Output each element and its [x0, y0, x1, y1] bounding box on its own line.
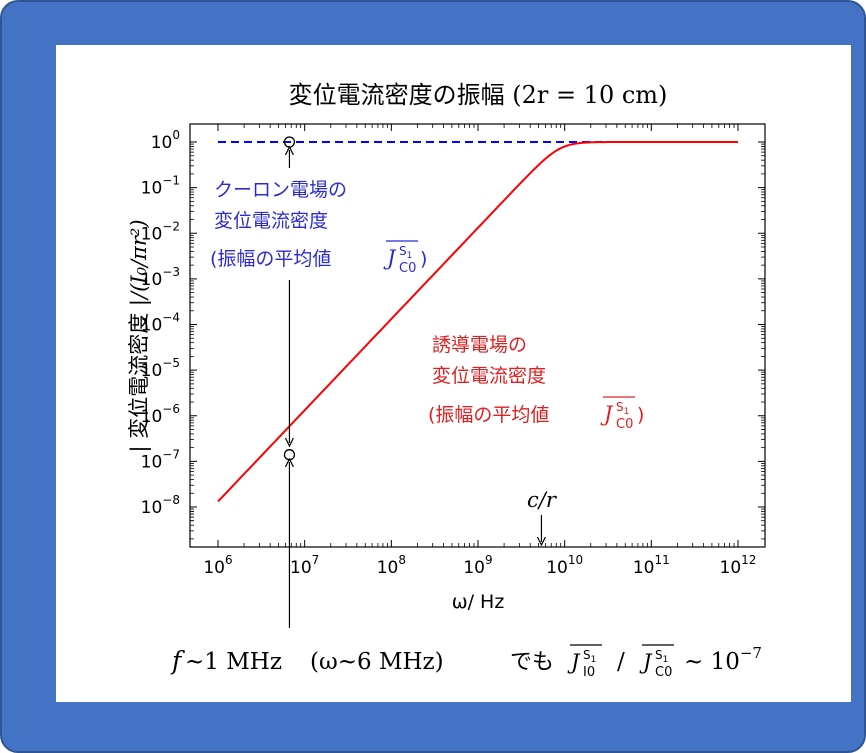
- y-tick-label: 10−5: [141, 356, 180, 381]
- induced-label-line3: (振幅の平均値: [428, 404, 549, 426]
- x-tick-label: 1012: [720, 553, 757, 578]
- x-tick-label: 108: [377, 553, 406, 578]
- y-axis-label: | 変位電流密度 |/(I₀/πr²): [127, 219, 152, 452]
- induced-label-line2: 変位電流密度: [432, 365, 546, 387]
- bottom-symbol-induced-main: J: [567, 650, 581, 674]
- bottom-symbol-induced-sub: I0: [583, 665, 595, 680]
- series-induced-curve: [217, 141, 738, 503]
- y-tick-label: 100: [151, 128, 180, 153]
- coulomb-label-close: ): [420, 248, 427, 270]
- bottom-symbol-induced-sup: S1: [583, 648, 596, 665]
- chart-title: 変位電流密度の振幅 (2r = 10 cm): [289, 81, 668, 109]
- induced-label-close: ): [637, 404, 644, 426]
- induced-symbol-sub: C0: [616, 417, 633, 432]
- x-tick-label: 1010: [546, 553, 583, 578]
- cr-label: c/r: [527, 488, 558, 512]
- induced-label-line1: 誘導電場の: [432, 334, 527, 356]
- bottom-slash: /: [617, 649, 625, 675]
- y-tick-label: 10−1: [141, 174, 180, 199]
- x-axis-label: ω/ Hz: [452, 591, 505, 613]
- bottom-symbol-coulomb-main: J: [639, 650, 653, 674]
- bottom-freq-text: ~1 MHz: [185, 649, 282, 675]
- marker-circle-bottom: [283, 449, 296, 461]
- y-tick-label: 10−4: [141, 311, 180, 336]
- y-tick-label: 10−8: [141, 493, 180, 518]
- coulomb-symbol-sup: S1: [399, 244, 412, 261]
- induced-symbol-sup: S1: [616, 400, 629, 417]
- bottom-omega-text: (ω~6 MHz): [310, 649, 444, 675]
- coulomb-symbol-sub: C0: [399, 261, 416, 276]
- bottom-symbol-coulomb-sup: S1: [655, 648, 668, 665]
- white-panel: [56, 45, 851, 702]
- bottom-symbol-coulomb-sub: C0: [655, 665, 672, 680]
- bottom-f-symbol: f: [170, 646, 185, 675]
- coulomb-label-line3: (振幅の平均値: [210, 248, 331, 270]
- x-tick-label: 107: [290, 553, 319, 578]
- y-tick-label: 10−6: [141, 402, 180, 427]
- coulomb-symbol-main: J: [383, 246, 397, 270]
- bottom-demo-text: でも: [510, 650, 554, 675]
- coulomb-label-line1: クーロン電場の: [214, 179, 347, 201]
- y-tick-label: 10−2: [141, 219, 180, 244]
- y-tick-label: 10−7: [141, 447, 180, 472]
- x-tick-label: 1011: [633, 553, 670, 578]
- y-tick-label: 10−3: [141, 265, 180, 290]
- bottom-ratio-value: ~ 10−7: [684, 644, 762, 675]
- coulomb-label-line2: 変位電流密度: [214, 210, 328, 232]
- x-tick-label: 109: [463, 553, 492, 578]
- x-tick-label: 106: [203, 553, 232, 578]
- induced-symbol-main: J: [600, 402, 614, 426]
